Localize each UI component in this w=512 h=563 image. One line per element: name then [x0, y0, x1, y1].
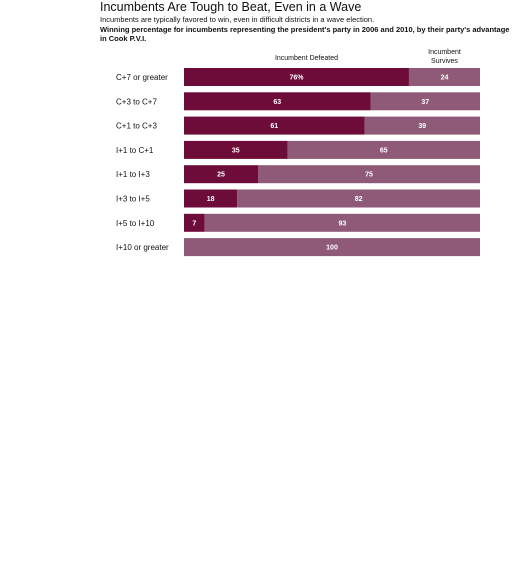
data-label-survives: 82 — [355, 196, 363, 203]
bar-survives — [204, 213, 480, 232]
data-label-survives: 24 — [441, 75, 449, 82]
chart-subtitle: Incumbents are typically favored to win,… — [100, 15, 375, 24]
chart-header: Incumbents Are Tough to Beat, Even in a … — [100, 0, 510, 43]
data-label-survives: 39 — [418, 123, 426, 130]
bar-survives — [258, 165, 480, 184]
category-label: I+3 to I+5 — [116, 195, 150, 204]
bar-survives — [408, 68, 480, 86]
bar-defeated — [184, 213, 205, 232]
bar-defeated — [184, 140, 288, 159]
data-label-defeated: 25 — [217, 172, 225, 179]
bar-defeated — [184, 189, 238, 208]
data-label-defeated: 18 — [207, 196, 215, 203]
bar-defeated — [184, 116, 365, 135]
data-label-defeated: 76% — [289, 75, 304, 82]
data-label-defeated: 63 — [273, 99, 281, 106]
data-label-survives: 93 — [338, 220, 346, 227]
bar-defeated — [184, 92, 371, 111]
category-label: I+5 to I+10 — [116, 219, 155, 228]
bar-survives — [370, 92, 480, 111]
data-label-survives: 65 — [380, 147, 388, 154]
series-header-survives: Incumbent Survives — [428, 49, 461, 65]
category-label: C+7 or greater — [116, 73, 168, 82]
data-label-survives: 37 — [421, 99, 429, 106]
bar-defeated — [184, 165, 258, 184]
series-header-defeated: Incumbent Defeated — [275, 55, 338, 62]
bar-survives — [287, 140, 480, 159]
category-label: C+1 to C+3 — [116, 122, 157, 131]
bar-defeated — [184, 68, 409, 86]
data-label-defeated: 61 — [270, 123, 278, 130]
bar-survives — [237, 189, 480, 208]
category-label: I+1 to C+1 — [116, 146, 154, 155]
data-label-defeated: 35 — [232, 147, 240, 154]
data-label-survives: 100 — [326, 245, 338, 252]
category-label: I+1 to I+3 — [116, 170, 150, 179]
bar-survives — [364, 116, 480, 135]
chart-title: Incumbents Are Tough to Beat, Even in a … — [100, 0, 362, 14]
category-label: I+10 or greater — [116, 243, 169, 252]
bar-survives — [184, 238, 480, 257]
category-label: C+3 to C+7 — [116, 97, 157, 106]
chart-note: Winning percentage for incumbents repres… — [100, 25, 510, 43]
data-label-survives: 75 — [365, 172, 373, 179]
data-label-defeated: 7 — [192, 220, 196, 227]
